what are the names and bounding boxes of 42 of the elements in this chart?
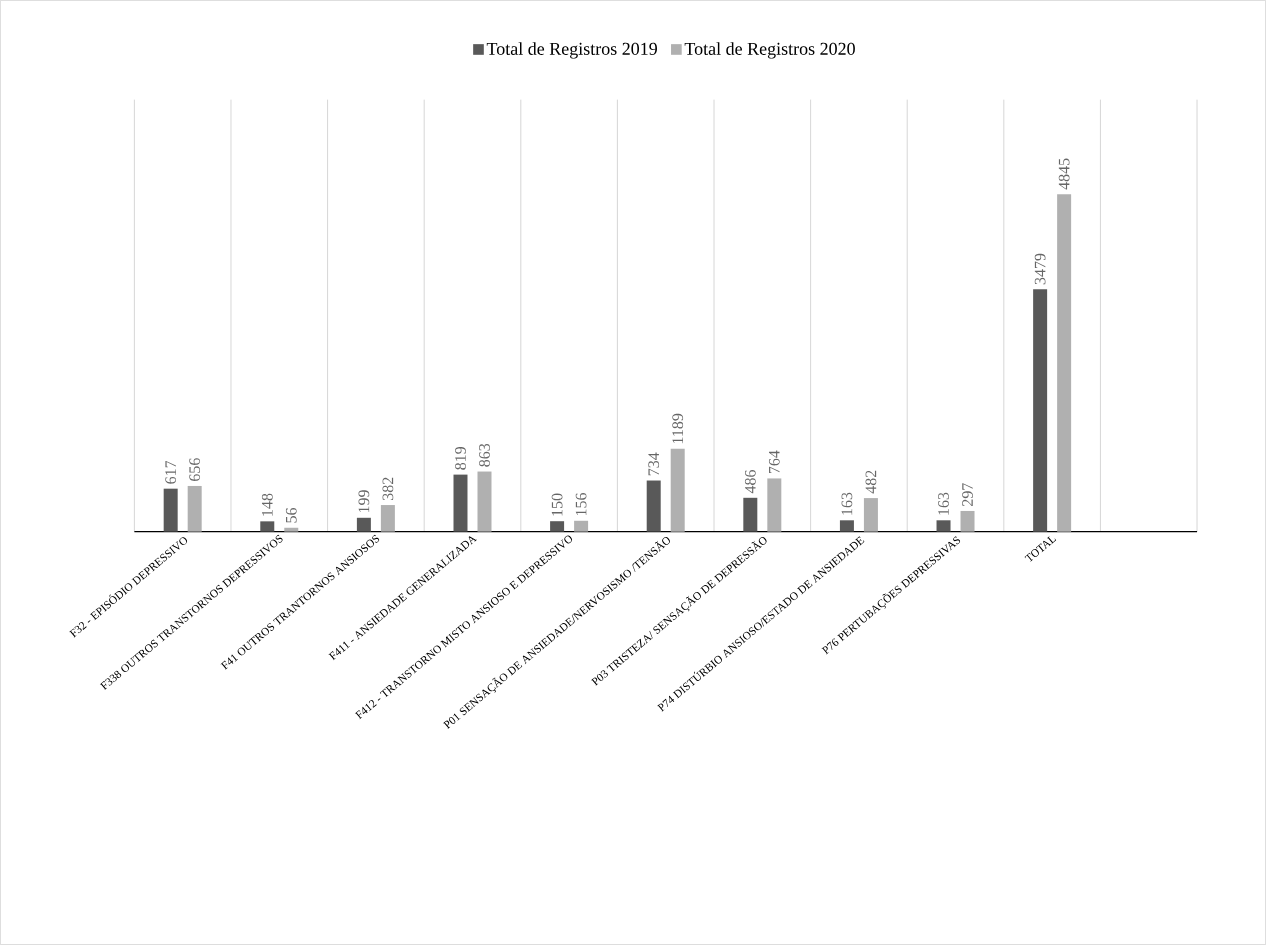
bar — [839, 520, 854, 532]
data-label: 199 — [358, 490, 370, 513]
bar — [260, 521, 275, 532]
bar — [646, 480, 661, 532]
data-label: 486 — [744, 470, 756, 494]
data-label: 297 — [962, 483, 973, 506]
data-label: 482 — [865, 470, 877, 494]
bar — [1057, 194, 1072, 532]
bar — [453, 474, 468, 532]
bar — [187, 485, 202, 532]
data-label: 734 — [648, 452, 660, 476]
data-label: 382 — [382, 477, 394, 500]
bar — [284, 527, 299, 532]
data-label: 1189 — [672, 413, 684, 444]
bar — [670, 448, 685, 532]
bar — [163, 488, 178, 532]
bar — [960, 510, 975, 532]
legend-label: Total de Registros 2019 — [486, 42, 657, 59]
data-label: 764 — [768, 450, 780, 474]
data-label: 863 — [479, 443, 490, 467]
data-label: 56 — [285, 507, 297, 523]
data-label: 163 — [841, 492, 853, 515]
data-label: 617 — [165, 460, 177, 484]
data-label: 819 — [455, 447, 466, 470]
bar — [477, 471, 492, 532]
data-label: 148 — [261, 493, 273, 516]
data-label: 150 — [551, 493, 563, 516]
bar — [380, 505, 395, 532]
bar — [863, 498, 878, 532]
legend-label: Total de Registros 2020 — [684, 42, 855, 59]
data-label: 156 — [575, 492, 587, 516]
bar — [936, 520, 951, 532]
data-label: 4845 — [1058, 158, 1070, 190]
bar — [1033, 289, 1048, 532]
bar — [767, 478, 782, 532]
bar — [574, 520, 589, 532]
data-label: 163 — [938, 492, 949, 515]
data-label: 656 — [189, 458, 201, 481]
bar — [356, 517, 371, 532]
data-label: 3479 — [1034, 253, 1046, 285]
bar — [550, 521, 565, 532]
bar — [743, 497, 758, 532]
